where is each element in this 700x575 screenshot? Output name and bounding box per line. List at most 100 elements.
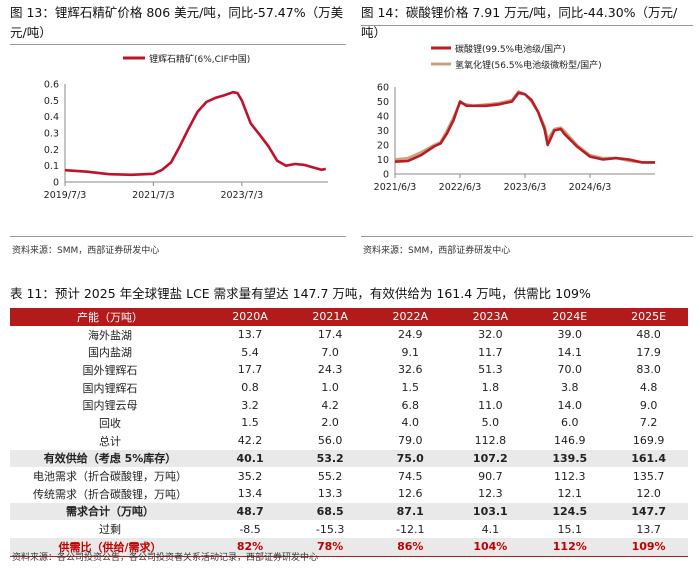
table11: 产能（万吨） 2020A 2021A 2022A 2023A 2024E 202… bbox=[10, 308, 688, 557]
table-cell: 4.1 bbox=[481, 522, 500, 536]
table-cell: 75.0 bbox=[370, 449, 451, 468]
table-cell: 1.5 bbox=[401, 381, 419, 395]
row-label: 有效供给（考虑 5%库存） bbox=[10, 449, 210, 468]
table-cell: 2.0 bbox=[321, 416, 339, 430]
table-cell: 55.2 bbox=[317, 469, 343, 483]
table-cell: 48.0 bbox=[636, 328, 661, 342]
table-cell: -15.3 bbox=[315, 522, 345, 536]
table-cell: 112.8 bbox=[474, 434, 507, 448]
table-cell: 24.9 bbox=[397, 328, 423, 342]
series-line bbox=[64, 90, 327, 177]
table-row: 国内锂辉石 0.8 1.0 1.5 1.8 3.8 4.8 bbox=[10, 379, 688, 397]
table-cell: 17.9 bbox=[636, 345, 661, 359]
table-cell: 70.0 bbox=[557, 363, 583, 377]
table-cell: 103.1 bbox=[450, 502, 531, 521]
table-cell: 39.0 bbox=[557, 328, 583, 342]
table-cell: 86% bbox=[370, 537, 451, 557]
table-cell: 4.8 bbox=[639, 381, 658, 395]
y-tick-label: 0.2 bbox=[44, 145, 59, 156]
x-tick-label: 2021/6/3 bbox=[374, 182, 417, 193]
table-row: 传统需求（折合碳酸锂，万吨） 13.4 13.3 12.6 12.3 12.1 12.0 bbox=[10, 485, 688, 503]
fig13-source: 资料来源：SMM，西部证券研发中心 bbox=[12, 246, 160, 256]
table-cell: 5.0 bbox=[481, 416, 500, 430]
table-header-cell: 产能（万吨） bbox=[10, 308, 210, 326]
series-line bbox=[394, 90, 655, 164]
series-line bbox=[394, 91, 655, 164]
table-cell: 5.4 bbox=[241, 345, 259, 359]
fig13-caption: 图 13：锂辉石精矿价格 806 美元/吨，同比-57.47%（万美元/吨） bbox=[10, 5, 344, 40]
table-cell: -12.1 bbox=[396, 522, 425, 536]
table-cell: 7.0 bbox=[321, 345, 339, 359]
row-label: 供需比（供给/需求） bbox=[10, 537, 210, 557]
y-tick-label: 0 bbox=[383, 170, 389, 181]
fig13-rule-top bbox=[10, 44, 346, 45]
y-tick-label: 0.6 bbox=[44, 80, 59, 91]
table-row: 回收 1.5 2.0 4.0 5.0 6.0 7.2 bbox=[10, 414, 688, 432]
table-cell: 74.5 bbox=[397, 469, 423, 483]
row-label: 传统需求（折合碳酸锂，万吨） bbox=[33, 487, 187, 501]
y-tick-label: 0.4 bbox=[44, 112, 59, 123]
table11-caption: 表 11：预计 2025 年全球锂盐 LCE 需求量有望达 147.7 万吨，有… bbox=[10, 286, 591, 301]
table-cell: 83.0 bbox=[636, 363, 661, 377]
fig13-legend-label: 锂辉石精矿(6%,CIF中国) bbox=[149, 53, 250, 65]
y-tick-label: 0 bbox=[53, 178, 59, 189]
table-row: 国内锂云母 3.2 4.2 6.8 11.0 14.0 9.0 bbox=[10, 396, 688, 414]
fig14-legend-label-1: 碳酸锂(99.5%电池级/国产) bbox=[455, 43, 566, 55]
table-cell: 32.6 bbox=[397, 363, 423, 377]
table-cell: 17.7 bbox=[237, 363, 263, 377]
table-cell: 13.7 bbox=[636, 522, 661, 536]
table-row: 电池需求（折合碳酸锂，万吨） 35.2 55.2 74.5 90.7 112.3 135.7 bbox=[10, 467, 688, 485]
table-cell: 68.5 bbox=[290, 502, 371, 521]
row-label: 国外锂辉石 bbox=[82, 363, 138, 377]
table-cell: 107.2 bbox=[450, 449, 531, 468]
table-cell: 17.4 bbox=[317, 328, 343, 342]
x-tick-label: 2022/6/3 bbox=[439, 182, 482, 193]
y-tick-label: 0.3 bbox=[44, 129, 59, 140]
table-cell: 42.2 bbox=[237, 434, 263, 448]
fig14-legend-label-2: 氢氧化锂(56.5%电池级微粉型/国产) bbox=[455, 59, 602, 71]
fig13-rule-bottom bbox=[10, 236, 346, 237]
row-label: 电池需求（折合碳酸锂，万吨） bbox=[33, 470, 187, 484]
table-cell: 9.1 bbox=[401, 345, 419, 359]
table-cell: 6.0 bbox=[561, 416, 579, 430]
table-cell: 139.5 bbox=[530, 449, 610, 468]
row-label: 过剩 bbox=[99, 523, 121, 537]
row-label: 海外盐湖 bbox=[88, 328, 132, 342]
fig14-rule-bottom bbox=[361, 236, 693, 237]
table-cell: 12.1 bbox=[557, 487, 583, 501]
y-tick-label: 0.5 bbox=[44, 96, 59, 107]
table-header-cell: 2021A bbox=[290, 308, 371, 326]
fig14-chart: 0 10 20 30 40 50 60 2021/6/3 2022/6/3 2023/6/3 202… bbox=[374, 43, 655, 193]
table-cell: 87.1 bbox=[370, 502, 451, 521]
x-tick-label: 2023/6/3 bbox=[504, 182, 547, 193]
table-row: 供需比（供给/需求） 82% 78% 86% 104% 112% 109% bbox=[10, 537, 688, 557]
table-cell: 1.5 bbox=[241, 416, 259, 430]
table-cell: 24.3 bbox=[317, 363, 343, 377]
table-cell: 78% bbox=[290, 537, 371, 557]
table-cell: 169.9 bbox=[632, 434, 665, 448]
row-label: 回收 bbox=[99, 416, 121, 430]
table11-body: 海外盐湖 13.7 17.4 24.9 32.0 39.0 48.0 国内盐湖 5.4 7.0 9.… bbox=[10, 326, 688, 557]
table-cell: 4.0 bbox=[401, 416, 419, 430]
y-tick-label: 50 bbox=[377, 97, 389, 108]
table-cell: 53.2 bbox=[290, 449, 371, 468]
y-tick-label: 40 bbox=[377, 112, 389, 123]
y-tick-label: 10 bbox=[377, 155, 389, 166]
x-tick-label: 2021/7/3 bbox=[132, 190, 175, 201]
table-cell: 3.2 bbox=[241, 398, 259, 412]
table-header-cell: 2024E bbox=[530, 308, 610, 326]
fig14-caption: 图 14：碳酸锂价格 7.91 万元/吨，同比-44.30%（万元/吨） bbox=[361, 5, 678, 40]
x-tick-label: 2023/7/3 bbox=[220, 190, 263, 201]
table-cell: 12.3 bbox=[478, 487, 503, 501]
table-cell: 14.1 bbox=[557, 345, 583, 359]
table-cell: 7.2 bbox=[639, 416, 658, 430]
table-cell: 82% bbox=[210, 537, 291, 557]
table-header-cell: 2022A bbox=[370, 308, 451, 326]
table-cell: 146.9 bbox=[554, 434, 586, 448]
y-tick-label: 20 bbox=[377, 141, 389, 152]
table-cell: 112% bbox=[530, 537, 610, 557]
table-row: 海外盐湖 13.7 17.4 24.9 32.0 39.0 48.0 bbox=[10, 326, 688, 344]
table-cell: 11.7 bbox=[478, 345, 503, 359]
table-cell: 1.8 bbox=[481, 381, 500, 395]
table-row: 总计 42.2 56.0 79.0 112.8 146.9 169.9 bbox=[10, 432, 688, 450]
